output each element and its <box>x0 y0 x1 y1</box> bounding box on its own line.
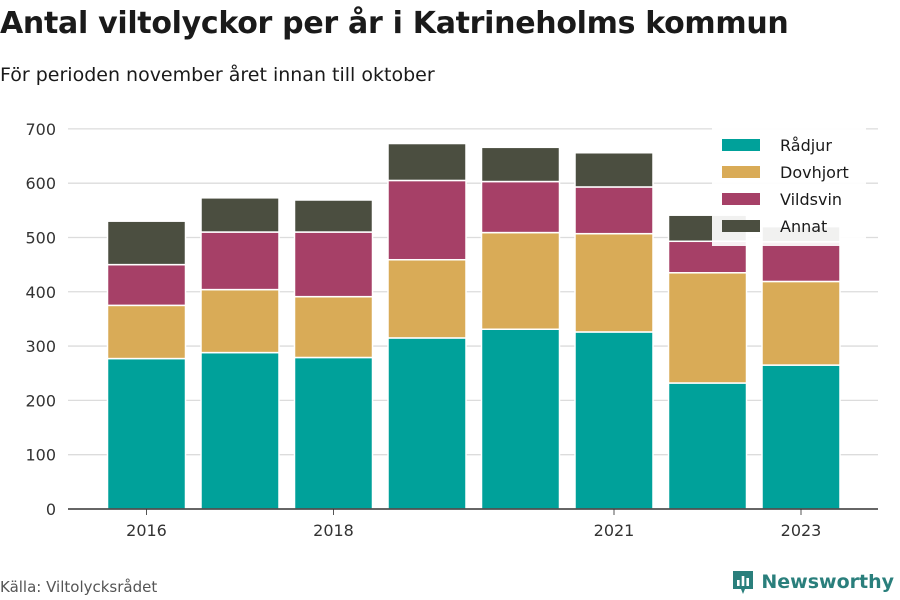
y-tick-label: 200 <box>25 391 56 410</box>
legend-swatch <box>722 220 760 232</box>
bar-segment <box>106 304 187 360</box>
bar-segment <box>574 232 654 333</box>
bar-segment <box>106 220 187 266</box>
bar-segment <box>480 180 561 234</box>
y-tick-label: 100 <box>25 446 56 465</box>
brand-logo[interactable]: Newsworthy <box>731 569 894 595</box>
bar-segment <box>761 241 841 283</box>
legend-swatch <box>722 139 760 151</box>
bar-segment <box>387 258 467 339</box>
y-tick-label: 600 <box>25 174 56 193</box>
legend-swatch <box>722 193 760 205</box>
legend-label: Vildsvin <box>780 190 842 209</box>
newsworthy-logo-icon <box>733 571 754 594</box>
bar-segment <box>293 295 374 359</box>
bar-segment <box>387 337 467 510</box>
bar-segment <box>200 351 280 510</box>
bar-segment <box>106 357 187 510</box>
bar-segment <box>761 280 841 366</box>
bar-segment <box>293 231 374 298</box>
bar-segment <box>387 179 467 261</box>
y-tick-label: 400 <box>25 283 56 302</box>
x-tick-label: 2021 <box>594 521 635 540</box>
bar-segment <box>667 382 748 510</box>
bar-segment <box>667 272 748 384</box>
bar-segment <box>293 199 374 233</box>
legend-label: Rådjur <box>780 136 832 155</box>
bar-segment <box>200 231 280 291</box>
x-tick-label: 2018 <box>313 521 354 540</box>
y-tick-label: 700 <box>25 120 56 139</box>
source-note: Källa: Viltolycksrådet <box>0 578 158 596</box>
bar-segment <box>387 142 467 182</box>
x-tick-label: 2023 <box>781 521 822 540</box>
bar-segment <box>200 197 280 233</box>
legend-label: Dovhjort <box>780 163 849 182</box>
bar-segment <box>574 331 654 510</box>
bar-segment <box>574 152 654 188</box>
bar-segment <box>293 356 374 510</box>
x-tick-label: 2016 <box>126 521 167 540</box>
bar-segment <box>667 240 748 274</box>
y-tick-label: 0 <box>46 500 56 519</box>
bar-segment <box>761 364 841 510</box>
chart-subtitle: För perioden november året innan till ok… <box>0 64 435 86</box>
bar-segment <box>106 263 187 307</box>
legend-swatch <box>722 166 760 178</box>
brand-name: Newsworthy <box>761 571 894 593</box>
bar-segment <box>574 186 654 235</box>
y-tick-label: 300 <box>25 337 56 356</box>
bar-segment <box>200 288 280 354</box>
bar-segment <box>480 328 561 510</box>
chart-title: Antal viltolyckor per år i Katrineholms … <box>0 6 789 41</box>
legend-label: Annat <box>780 217 827 236</box>
y-tick-label: 500 <box>25 228 56 247</box>
bar-segment <box>480 231 561 330</box>
bar-segment <box>480 146 561 183</box>
